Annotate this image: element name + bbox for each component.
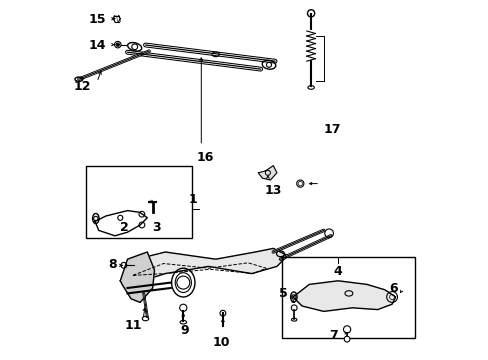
Text: 13: 13	[264, 184, 282, 197]
Text: 7: 7	[329, 329, 337, 342]
Text: 1: 1	[188, 193, 197, 206]
Text: 3: 3	[152, 221, 160, 234]
Text: 8: 8	[108, 258, 117, 271]
Circle shape	[344, 336, 349, 342]
Text: 16: 16	[196, 151, 213, 164]
Text: 12: 12	[74, 80, 91, 93]
Bar	[282, 257, 415, 338]
Circle shape	[116, 43, 120, 46]
Bar	[86, 166, 192, 238]
Polygon shape	[127, 248, 287, 283]
Text: 4: 4	[333, 265, 342, 278]
Text: 5: 5	[278, 287, 287, 300]
Polygon shape	[258, 166, 276, 180]
Text: 17: 17	[323, 123, 341, 136]
Text: 2: 2	[119, 221, 128, 234]
Text: 9: 9	[181, 324, 189, 337]
Text: 11: 11	[124, 319, 142, 332]
Text: 15: 15	[88, 13, 106, 26]
Text: 14: 14	[88, 39, 106, 51]
Polygon shape	[120, 252, 154, 302]
Text: 10: 10	[212, 336, 229, 348]
Text: 6: 6	[389, 282, 397, 294]
Polygon shape	[292, 281, 395, 311]
